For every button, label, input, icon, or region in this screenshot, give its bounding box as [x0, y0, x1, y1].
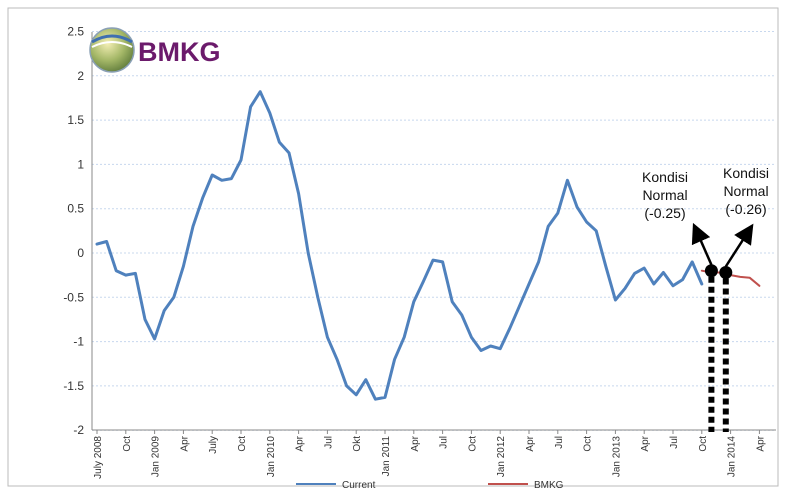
bmkg-logo: BMKG: [89, 27, 221, 73]
axes: 2.5 2 1.5 1 0.5 0 -0.5 -1 -1.5 -2 July 2008 Oct Jan …: [63, 25, 776, 479]
x-tick-label: Apr: [179, 435, 190, 451]
logo-text: BMKG: [138, 37, 221, 67]
x-tick-label: July: [208, 436, 219, 454]
x-tick-label: Jan 2011: [381, 436, 392, 477]
y-tick-label: -0.5: [63, 290, 84, 304]
x-tick-label: July 2008: [93, 436, 104, 479]
x-tick-label: Jul: [323, 436, 334, 449]
y-tick-label: 2.5: [67, 25, 84, 39]
y-tick-label: 1.5: [67, 113, 84, 127]
x-tick-label: Jul: [669, 436, 680, 449]
x-tick-label: Okt: [352, 436, 363, 452]
y-tick-label: 0: [77, 246, 84, 260]
y-tick-label: 2: [77, 69, 84, 83]
x-tick-label: Apr: [640, 435, 651, 451]
x-tick-label: Oct: [237, 436, 248, 452]
x-tick-label: Oct: [698, 436, 709, 452]
x-tick-label: Oct: [467, 436, 478, 452]
marker-point: [704, 264, 718, 278]
legend: Current BMKG: [296, 480, 564, 491]
x-tick-label: Apr: [525, 435, 536, 451]
x-tick-label: Apr: [295, 435, 306, 451]
x-tick-label: Jan 2009: [151, 436, 162, 478]
legend-label: Current: [342, 480, 376, 491]
x-tick-label: Apr: [755, 435, 766, 451]
y-tick-label: -1: [73, 335, 84, 349]
x-tick-label: Jan 2013: [611, 436, 622, 478]
y-tick-label: -1.5: [63, 379, 84, 393]
marker-point: [719, 265, 733, 279]
legend-label: BMKG: [534, 480, 564, 491]
annotation-label: Kondisi Normal (-0.26): [723, 165, 769, 217]
y-tick-label: 0.5: [67, 202, 84, 216]
x-tick-label: Oct: [122, 436, 133, 452]
annotations: Kondisi Normal (-0.25) Kondisi Normal (-0.26): [642, 165, 769, 432]
x-tick-label: Jul: [554, 436, 565, 449]
annotation-arrow: [724, 223, 754, 268]
x-tick-label: Jul: [439, 436, 450, 449]
annotation-arrow: [691, 222, 713, 266]
series-line-current: [95, 90, 704, 401]
annotation-label: Kondisi Normal (-0.25): [642, 169, 688, 221]
x-tick-label: Jan 2012: [496, 436, 507, 478]
x-tick-label: Apr: [410, 435, 421, 451]
y-tick-label: 1: [77, 157, 84, 171]
x-tick-label: Oct: [583, 436, 594, 452]
y-tick-label: -2: [73, 423, 84, 437]
x-tick-label: Jan 2014: [727, 436, 738, 478]
chart-frame: [7, 7, 779, 487]
x-tick-label: Jan 2010: [266, 436, 277, 478]
